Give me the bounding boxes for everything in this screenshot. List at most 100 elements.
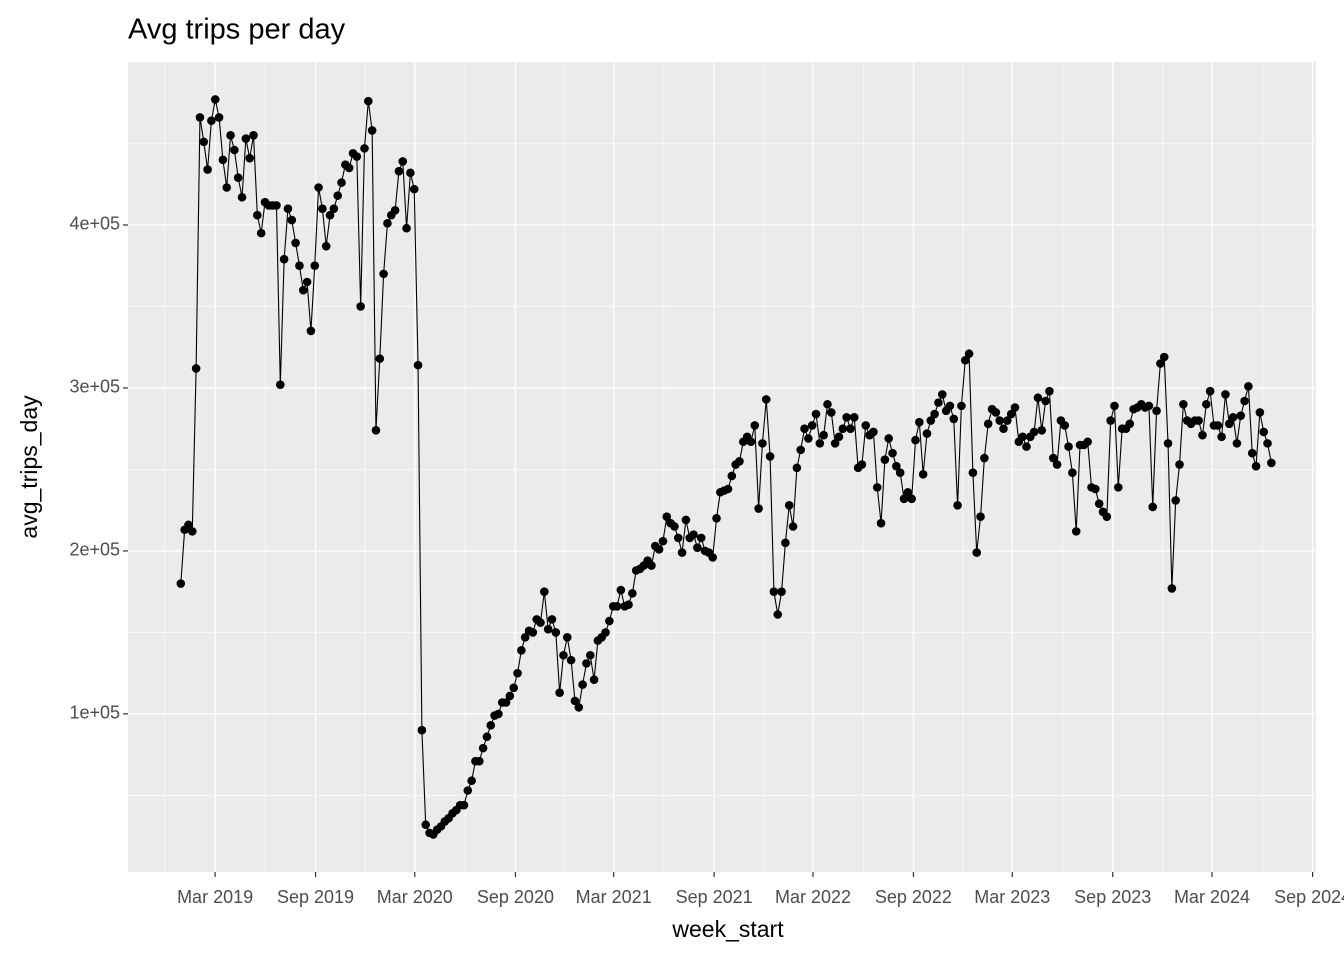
data-point [333, 191, 342, 200]
data-point [670, 522, 679, 531]
data-point [585, 650, 595, 660]
data-point [999, 424, 1008, 434]
data-point [1224, 419, 1234, 429]
data-point [930, 409, 939, 419]
data-point [176, 579, 186, 588]
data-point [1106, 416, 1115, 425]
data-point [589, 675, 599, 684]
data-point [830, 439, 840, 448]
data-point [570, 696, 580, 706]
data-point [214, 113, 224, 122]
data-point [1068, 468, 1077, 478]
data-point [1259, 427, 1269, 437]
data-point [723, 484, 733, 494]
data-point [922, 429, 932, 438]
data-point [1113, 483, 1123, 492]
data-point [1240, 396, 1249, 406]
data-point [1202, 399, 1211, 409]
data-point [241, 134, 251, 143]
data-point [1217, 432, 1226, 442]
data-point [911, 435, 920, 445]
data-point [1010, 403, 1020, 412]
data-point [727, 471, 737, 481]
data-point [884, 434, 894, 443]
data-point [218, 155, 228, 165]
x-tick-label: Mar 2024 [1174, 887, 1250, 907]
data-point [1125, 419, 1135, 429]
x-tick-label: Mar 2021 [576, 887, 652, 907]
data-point [302, 277, 312, 287]
data-point [735, 456, 744, 466]
data-point [482, 732, 492, 742]
data-point [394, 166, 404, 176]
data-point [256, 228, 266, 238]
data-point [876, 518, 886, 528]
data-point [819, 430, 828, 440]
data-point [459, 800, 469, 810]
data-point [509, 683, 519, 693]
x-tick-label: Sep 2024 [1274, 887, 1344, 907]
data-point [310, 261, 320, 271]
data-point [494, 709, 503, 719]
data-point [761, 395, 771, 404]
data-point [536, 618, 545, 627]
data-point [417, 725, 427, 735]
data-point [1083, 437, 1092, 447]
data-point [662, 512, 672, 522]
data-point [980, 453, 989, 463]
data-point [1267, 458, 1276, 468]
data-point [1228, 412, 1238, 422]
data-point [413, 360, 423, 370]
data-point [915, 417, 924, 427]
data-point [746, 437, 756, 447]
data-point [474, 756, 484, 766]
x-tick-label: Sep 2020 [477, 887, 554, 907]
data-point [199, 137, 209, 147]
x-tick-label: Mar 2022 [775, 887, 851, 907]
data-point [903, 487, 913, 497]
data-point [823, 399, 832, 409]
data-point [846, 424, 855, 434]
data-point [995, 416, 1004, 425]
data-point [1251, 461, 1261, 471]
data-point [272, 201, 281, 210]
data-point [1041, 396, 1050, 406]
data-point [957, 401, 966, 411]
data-point [517, 646, 526, 655]
data-point [838, 424, 848, 434]
data-point [559, 650, 568, 660]
data-point [1175, 460, 1184, 469]
data-point [295, 261, 304, 271]
data-point [291, 238, 300, 248]
data-point [486, 721, 496, 730]
data-point [195, 113, 205, 122]
data-point [1198, 430, 1207, 440]
data-point [306, 326, 316, 336]
data-point [1102, 512, 1112, 522]
data-point [693, 543, 702, 552]
data-point [926, 416, 936, 425]
data-point [344, 163, 354, 173]
data-point [279, 254, 289, 264]
data-point [1064, 442, 1073, 451]
data-point [792, 463, 802, 473]
data-point [800, 424, 809, 434]
data-point [1071, 527, 1081, 536]
data-point [1167, 584, 1177, 593]
data-point [953, 500, 962, 510]
data-point [574, 703, 584, 712]
data-point [371, 426, 381, 435]
data-point [1247, 448, 1257, 458]
data-point [689, 530, 698, 539]
data-point [298, 285, 308, 295]
data-point [849, 412, 859, 422]
data-point [555, 688, 564, 698]
data-point [1094, 499, 1104, 508]
data-point [712, 514, 721, 523]
data-point [187, 527, 197, 536]
data-point [960, 355, 970, 365]
data-point [605, 616, 614, 626]
data-point [566, 655, 576, 665]
data-point [383, 219, 392, 228]
